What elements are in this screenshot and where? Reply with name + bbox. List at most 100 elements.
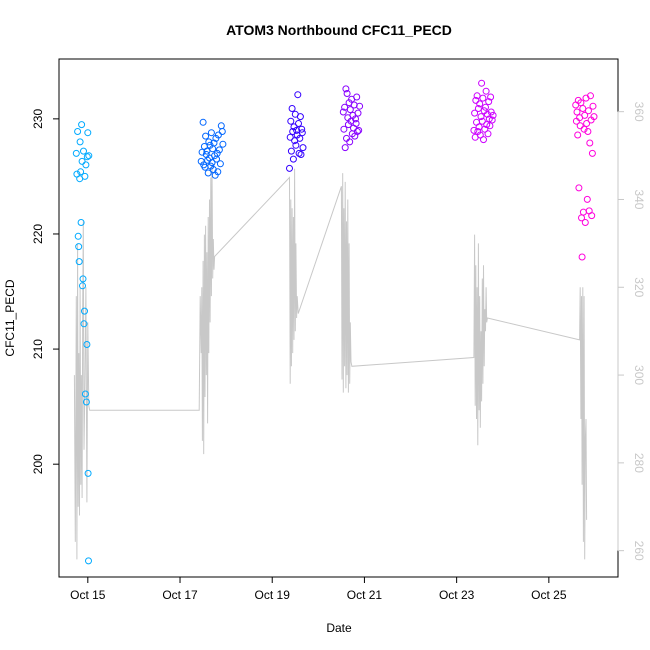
data-point xyxy=(77,168,85,176)
y2-tick-label: 300 xyxy=(632,365,646,385)
data-point xyxy=(578,253,586,261)
data-point xyxy=(583,120,591,127)
data-point xyxy=(587,92,594,100)
data-point xyxy=(293,126,301,134)
data-point xyxy=(585,107,592,115)
data-point xyxy=(346,138,354,146)
data-point xyxy=(352,120,360,127)
data-point xyxy=(204,169,212,177)
plot-frame xyxy=(58,58,619,578)
secondary-series-line xyxy=(73,164,588,560)
data-point xyxy=(198,148,206,156)
data-point xyxy=(575,184,583,192)
data-point xyxy=(341,103,349,111)
data-point xyxy=(83,153,91,161)
data-point xyxy=(75,258,83,266)
y-axis-label: CFC11_PECD xyxy=(3,279,17,356)
data-point xyxy=(590,113,598,121)
data-point xyxy=(217,122,225,130)
data-point xyxy=(289,128,297,135)
data-point xyxy=(78,121,86,129)
data-point xyxy=(486,122,494,130)
x-tick-label: Oct 21 xyxy=(347,588,383,602)
data-point xyxy=(354,109,362,117)
data-point xyxy=(478,79,486,87)
data-point xyxy=(471,109,479,117)
data-point xyxy=(286,133,294,141)
data-point xyxy=(78,157,86,165)
data-point xyxy=(470,126,478,134)
data-point xyxy=(81,172,89,180)
data-point xyxy=(75,243,83,251)
data-point xyxy=(586,139,594,147)
data-point xyxy=(489,111,497,119)
data-point xyxy=(215,146,223,154)
data-point xyxy=(79,275,87,283)
data-point xyxy=(485,98,493,106)
data-point xyxy=(213,149,221,157)
data-point xyxy=(583,195,591,203)
data-point xyxy=(294,91,302,99)
data-point xyxy=(83,341,91,348)
y2-tick-label: 360 xyxy=(632,102,646,122)
y-tick-label: 200 xyxy=(31,454,45,474)
data-point xyxy=(353,128,361,135)
data-point xyxy=(573,108,581,116)
y-tick-label: 230 xyxy=(31,109,45,129)
data-point xyxy=(472,96,480,104)
data-point xyxy=(483,121,491,129)
data-point xyxy=(480,136,487,144)
data-point xyxy=(479,94,487,102)
data-point xyxy=(579,105,587,112)
y2-tick-label: 260 xyxy=(632,541,646,561)
data-point xyxy=(81,390,89,398)
x-tick-label: Oct 23 xyxy=(439,588,475,602)
data-point xyxy=(287,147,295,155)
y-tick-label: 220 xyxy=(31,224,45,244)
data-point xyxy=(199,118,207,126)
data-point xyxy=(207,129,215,137)
data-point xyxy=(581,219,589,226)
data-point xyxy=(84,129,92,137)
data-point xyxy=(298,129,306,137)
data-point xyxy=(473,92,481,100)
data-point xyxy=(74,232,82,240)
data-point xyxy=(299,144,307,152)
data-point xyxy=(476,131,484,139)
y-tick-label: 210 xyxy=(31,339,45,359)
data-point xyxy=(487,108,495,116)
data-point xyxy=(298,125,306,133)
data-point xyxy=(82,161,90,169)
data-point xyxy=(581,111,589,119)
data-point xyxy=(342,85,350,93)
data-point xyxy=(85,152,93,160)
x-tick-label: Oct 25 xyxy=(531,588,567,602)
data-point xyxy=(355,126,363,134)
data-point xyxy=(214,131,222,139)
x-axis-label: Date xyxy=(326,621,352,635)
x-tick-label: Oct 15 xyxy=(70,588,106,602)
secondary-series-layer xyxy=(73,164,588,560)
data-point xyxy=(202,132,210,140)
data-point xyxy=(580,125,588,133)
data-point xyxy=(81,307,88,315)
chart-title: ATOM3 Northbound CFC11_PECD xyxy=(226,22,452,38)
data-point xyxy=(289,155,297,163)
data-point xyxy=(476,100,484,108)
data-point xyxy=(487,93,495,101)
data-point xyxy=(219,140,227,148)
data-point xyxy=(208,159,216,167)
data-point xyxy=(475,123,483,131)
data-point xyxy=(85,557,92,565)
x-axis: Oct 15 Oct 17 Oct 19 Oct 21 Oct 23 Oct 25 xyxy=(70,576,567,602)
data-point xyxy=(589,102,597,110)
data-point xyxy=(218,128,226,135)
y-axis-right: 260 280 300 320 340 360 xyxy=(617,102,646,561)
data-point xyxy=(214,168,222,176)
data-point xyxy=(203,147,211,155)
data-point xyxy=(356,102,364,110)
data-point xyxy=(588,149,596,157)
data-point xyxy=(584,128,592,135)
data-point xyxy=(481,125,489,133)
